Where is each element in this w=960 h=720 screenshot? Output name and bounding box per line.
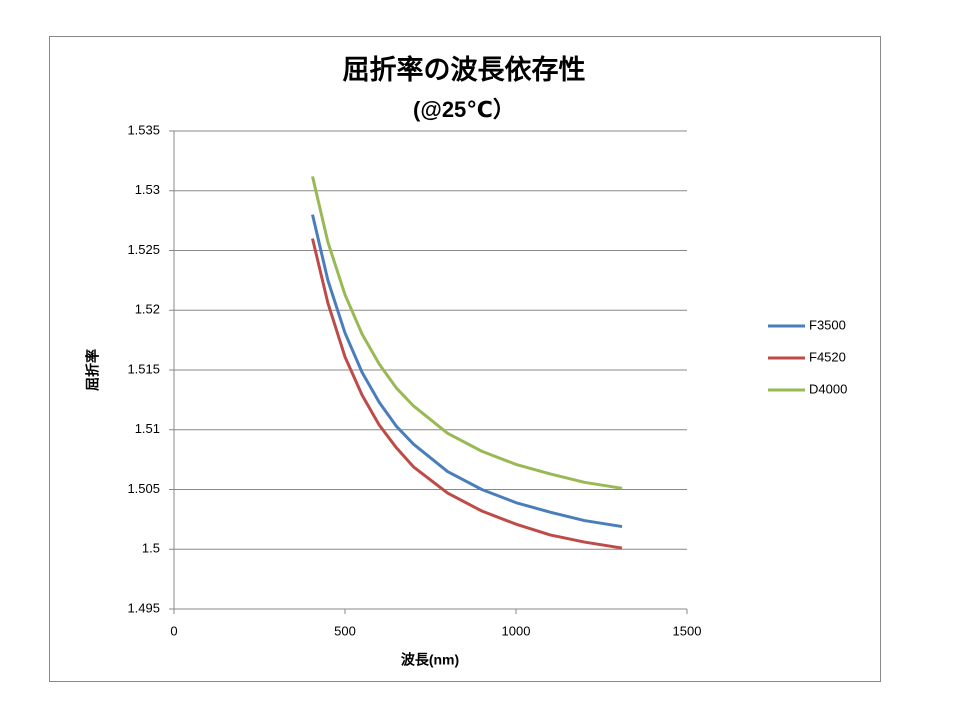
y-tick-label: 1.51 — [135, 421, 160, 436]
legend-label: F3500 — [809, 317, 846, 332]
legend-label: D4000 — [809, 381, 847, 396]
chart-frame — [49, 36, 881, 682]
x-tick-label: 0 — [170, 623, 177, 638]
x-axis-label: 波長(nm) — [401, 652, 459, 668]
series-line — [311, 176, 623, 490]
y-tick-label: 1.525 — [127, 242, 160, 257]
y-tick-label: 1.52 — [135, 302, 160, 317]
y-tick-label: 1.535 — [127, 122, 160, 137]
y-tick-label: 1.495 — [127, 600, 160, 615]
x-tick-label: 500 — [334, 623, 356, 638]
series-line — [311, 214, 623, 529]
chart-subtitle: (@25℃） — [413, 97, 515, 122]
y-tick-label: 1.505 — [127, 481, 160, 496]
series-line — [311, 238, 623, 550]
legend-label: F4520 — [809, 349, 846, 364]
y-tick-label: 1.53 — [135, 182, 160, 197]
y-axis-label: 屈折率 — [85, 349, 101, 391]
x-tick-label: 1000 — [502, 623, 531, 638]
x-tick-label: 1500 — [673, 623, 702, 638]
y-tick-label: 1.515 — [127, 361, 160, 376]
chart-title: 屈折率の波長依存性 — [343, 54, 586, 85]
y-tick-label: 1.5 — [142, 541, 160, 556]
